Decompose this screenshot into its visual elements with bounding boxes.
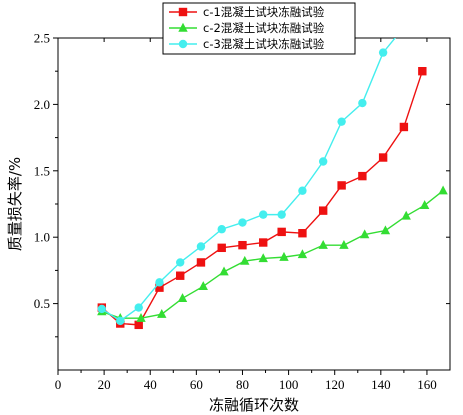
x-tick-label: 160 <box>417 377 437 392</box>
data-point <box>277 227 286 237</box>
data-point <box>259 238 268 247</box>
x-tick-label: 40 <box>144 377 157 392</box>
legend-label: c-1混凝土试块冻融试验 <box>203 5 325 19</box>
x-tick-label: 140 <box>371 377 391 392</box>
data-point <box>358 171 367 181</box>
y-tick-label: 1.5 <box>34 163 50 178</box>
data-point <box>378 153 388 162</box>
y-tick-label: 2.0 <box>34 97 50 112</box>
y-tick-label: 1.0 <box>34 230 50 245</box>
series-line <box>101 70 423 326</box>
data-point <box>238 218 247 227</box>
data-point <box>177 293 188 302</box>
data-point <box>134 320 143 330</box>
legend-marker <box>178 22 188 32</box>
legend-marker <box>178 39 188 49</box>
data-point <box>157 309 167 318</box>
data-point <box>196 258 206 267</box>
data-point <box>438 185 448 195</box>
axes: 0 20 40 60 80 100 120 140 160 0.5 1.0 1.5 2.0 2.5 <box>34 31 451 392</box>
data-point <box>337 117 346 126</box>
data-point <box>318 206 328 215</box>
data-point <box>339 239 349 249</box>
data-point <box>136 313 146 322</box>
data-point <box>399 122 409 132</box>
data-point <box>198 281 208 291</box>
data-point <box>318 157 328 166</box>
data-point <box>401 210 411 220</box>
data-point <box>134 303 143 312</box>
series-3 <box>97 26 405 326</box>
legend-label: c-3混凝土试块冻融试验 <box>203 37 325 51</box>
legend-label: c-2混凝土试块冻融试验 <box>203 21 325 35</box>
series-line <box>101 38 396 322</box>
series-layer <box>97 26 448 330</box>
legend-marker <box>178 7 188 17</box>
data-point <box>337 181 346 190</box>
data-point <box>297 249 308 259</box>
x-tick-label: 100 <box>279 377 299 392</box>
data-point <box>359 229 370 239</box>
data-point <box>259 210 268 219</box>
data-point <box>318 239 328 249</box>
x-tick-label: 120 <box>325 377 345 392</box>
y-tick-label: 0.5 <box>34 296 50 311</box>
data-point <box>97 304 107 314</box>
data-point <box>238 240 247 250</box>
data-point <box>196 242 206 251</box>
data-point <box>298 229 307 238</box>
data-point <box>277 210 286 219</box>
y-axis-title: 质量损失率/% <box>6 157 24 251</box>
data-point <box>397 26 405 34</box>
x-tick-label: 60 <box>190 377 203 392</box>
data-point <box>298 186 307 195</box>
x-axis-title: 冻融循环次数 <box>209 396 299 414</box>
data-point <box>176 258 185 267</box>
data-point <box>116 316 125 326</box>
y-tick-label: 2.5 <box>34 31 50 46</box>
data-point <box>279 251 289 261</box>
data-point <box>240 255 250 265</box>
data-point <box>217 243 226 253</box>
x-tick-label: 80 <box>236 377 249 392</box>
data-point <box>258 253 268 263</box>
data-point <box>155 283 164 292</box>
data-point <box>219 266 229 276</box>
data-point <box>155 278 164 287</box>
x-tick-label: 20 <box>98 377 111 392</box>
data-point <box>419 200 430 210</box>
series-line <box>101 190 444 319</box>
data-point <box>176 271 185 280</box>
legend: c-1混凝土试块冻融试验 c-2混凝土试块冻融试验 c-3混凝土试块冻融试验 <box>162 2 356 55</box>
data-point <box>378 48 388 57</box>
data-point <box>380 225 391 235</box>
data-point <box>418 67 427 76</box>
data-point <box>217 225 226 234</box>
data-point <box>358 98 367 108</box>
series-1 <box>97 67 427 330</box>
series-2 <box>97 185 448 322</box>
x-tick-label: 0 <box>55 377 62 392</box>
